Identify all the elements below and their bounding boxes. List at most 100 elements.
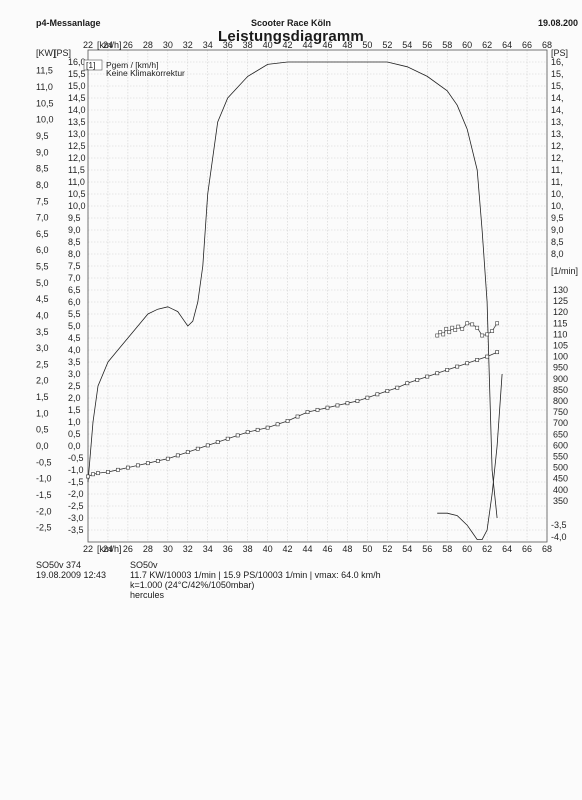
run-date-time: 19.08.2009 12:43 (36, 570, 107, 580)
y-right-ps-tick: 8,0 (551, 249, 564, 259)
y-left-ps-tick: 1,0 (68, 417, 81, 427)
series-line-3 (437, 373, 503, 540)
x-tick-label-bottom: 22 (83, 544, 93, 554)
y-left-kw-tick: -2,0 (36, 506, 52, 516)
y-right-rpm-tick: 750 (553, 407, 568, 417)
y-right-ps-tick: 12, (551, 153, 564, 163)
series-point-1 (145, 461, 150, 466)
series-point-1 (185, 450, 190, 454)
x-tick-label-bottom: 64 (502, 544, 512, 554)
y-left-ps-tick: 15,5 (68, 69, 86, 79)
x-tick-label-bottom: 26 (123, 544, 133, 554)
series-point-1 (335, 403, 340, 408)
y-right-ps-tick: 12, (551, 141, 564, 151)
run-result: 11.7 KW/10003 1/min | 15.9 PS/10003 1/mi… (130, 570, 381, 580)
series-point-1 (255, 427, 260, 432)
chart-grid (87, 50, 548, 542)
x-tick-label-bottom: 54 (402, 544, 412, 554)
y-right-rpm-tick: 850 (553, 385, 568, 395)
series-point-1 (375, 392, 380, 397)
series-point-2 (438, 330, 443, 335)
chart-series (86, 61, 503, 540)
y-left-kw-tick: 1,0 (36, 408, 49, 418)
header-left: p4-Messanlage (36, 18, 101, 28)
x-tick-label-top: 62 (482, 40, 492, 50)
series-point-1 (116, 467, 120, 472)
y-right-ps-tick: 9,5 (551, 213, 564, 223)
series-point-1 (126, 465, 130, 470)
y-left-kw-tick: 4,0 (36, 310, 49, 320)
series-point-1 (405, 381, 410, 386)
y-right-ps-tick: 11, (551, 177, 563, 187)
x-tick-label-top: 44 (303, 40, 313, 50)
y-right-rpm-unit: [1/min] (551, 266, 578, 276)
chart-title: Leistungsdiagramm (218, 28, 364, 45)
series-point-1 (445, 368, 450, 372)
y-left-ps-tick: 14,5 (68, 93, 86, 103)
y-left-ps-tick: 1,5 (68, 405, 81, 415)
x-tick-label-bottom: 48 (342, 544, 352, 554)
y-left-ps-tick: 4,5 (68, 333, 81, 343)
y-left-ps-tick: 10,0 (68, 201, 86, 211)
y-right-rpm-tick: 105 (553, 341, 568, 351)
y-left-ps-tick: 6,5 (68, 285, 81, 295)
y-left-kw-tick: 11,5 (36, 66, 53, 76)
x-tick-label-top: 64 (502, 40, 512, 50)
y-left-kw-tick: -0,5 (36, 457, 52, 467)
x-tick-label-top: 66 (522, 40, 532, 50)
x-unit-label-top: [km/h] (97, 40, 122, 50)
y-right-rpm-tick: 950 (553, 363, 568, 373)
series-point-2 (435, 333, 440, 338)
y-right-ps-tick: 9,0 (551, 225, 564, 235)
series-point-2 (444, 326, 449, 331)
series-point-1 (135, 463, 140, 468)
y-left-kw-tick: 4,5 (36, 294, 49, 304)
y-right-ps-tick: 8,5 (551, 237, 564, 247)
y-left-kw-tick: 11,0 (36, 82, 53, 92)
series-point-1 (425, 374, 430, 379)
series-point-2 (490, 329, 495, 333)
series-point-1 (106, 470, 110, 474)
x-tick-label-top: 46 (322, 40, 332, 50)
y-right-bottom-tick: -3,5 (551, 520, 567, 530)
x-tick-label-top: 24 (103, 40, 113, 50)
series-point-2 (441, 332, 446, 337)
y-right-rpm-tick: 120 (553, 307, 568, 317)
x-tick-label-top: 54 (402, 40, 412, 50)
y-left-ps-tick: -1,5 (68, 477, 84, 487)
y-left-ps-tick: 9,5 (68, 213, 81, 223)
x-tick-label-bottom: 36 (223, 544, 233, 554)
y-left-kw-tick: -1,0 (36, 474, 52, 484)
x-tick-label-top: 40 (263, 40, 273, 50)
x-tick-label-bottom: 60 (462, 544, 472, 554)
y-left-ps-tick: 15,0 (68, 81, 86, 91)
x-tick-label-top: 32 (183, 40, 193, 50)
y-left-kw-tick: 7,0 (36, 213, 49, 223)
run-id: SO50v 374 (36, 560, 82, 570)
series-point-1 (155, 459, 160, 463)
series-point-2 (480, 333, 485, 338)
y-left-kw-tick: -1,5 (36, 490, 52, 500)
y-left-kw-tick: 9,5 (36, 131, 49, 141)
x-tick-label-bottom: 30 (163, 544, 173, 554)
series-point-1 (495, 350, 500, 355)
series-point-1 (485, 354, 490, 359)
y-left-kw-tick: 8,0 (36, 180, 49, 190)
y-left-ps-tick: 16,0 (68, 57, 86, 67)
y-right-rpm-tick: 130 (553, 285, 568, 295)
series-point-2 (460, 326, 465, 331)
y-right-rpm-tick: 115 (553, 318, 567, 328)
series-point-1 (265, 425, 270, 430)
x-tick-label-top: 30 (163, 40, 173, 50)
y-left-ps-tick: 7,0 (68, 273, 81, 283)
series-point-1 (165, 456, 170, 461)
x-tick-label-top: 52 (382, 40, 392, 50)
y-left-ps-tick: 14,0 (68, 105, 86, 115)
x-tick-label-bottom: 58 (442, 544, 452, 554)
series-point-1 (86, 474, 90, 479)
y-left-ps-tick: 3,5 (68, 357, 81, 367)
x-tick-label-bottom: 52 (382, 544, 392, 554)
y-left-ps-tick: 3,0 (68, 369, 81, 379)
y-left-kw-tick: 1,5 (36, 392, 49, 402)
series-point-2 (450, 325, 455, 330)
